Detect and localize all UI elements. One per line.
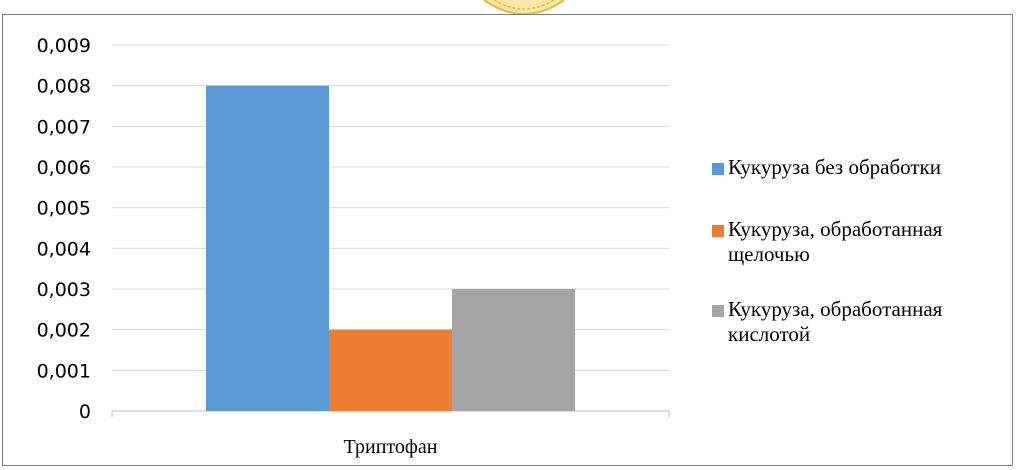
y-tick-label: 0,003	[37, 279, 91, 301]
bars	[206, 85, 575, 412]
x-category-label: Триптофан	[344, 436, 438, 458]
y-tick-label: 0,001	[37, 360, 91, 382]
bar-3	[452, 289, 575, 411]
legend-swatch	[712, 225, 724, 237]
legend-swatch	[712, 163, 724, 175]
bar-1	[206, 85, 329, 412]
chart-frame: 0 0,001 0,002 0,003 0,004 0,005 0,006 0,007 0,00…	[2, 14, 1013, 466]
y-tick-label: 0,005	[37, 198, 91, 220]
legend-item: Кукуруза, обработанная щелочью	[712, 217, 1010, 267]
y-tick-label: 0	[79, 401, 91, 423]
y-tick-label: 0,006	[37, 157, 91, 179]
bar-chart: 0 0,001 0,002 0,003 0,004 0,005 0,006 0,007 0,00…	[37, 35, 670, 458]
y-tick-label: 0,009	[37, 35, 91, 57]
legend-item: Кукуруза, обработанная кислотой	[712, 297, 1010, 347]
legend-item: Кукуруза без обработки	[712, 155, 1010, 180]
seal-logo-fragment	[478, 0, 570, 16]
y-tick-label: 0,002	[37, 320, 91, 342]
gridlines	[112, 44, 669, 371]
y-tick-labels: 0 0,001 0,002 0,003 0,004 0,005 0,006 0,007 0,00…	[37, 35, 91, 423]
axes	[111, 410, 670, 417]
y-tick-label: 0,007	[37, 116, 91, 138]
legend-label: Кукуруза, обработанная кислотой	[728, 297, 943, 346]
bar-2	[329, 329, 452, 411]
legend-label: Кукуруза без обработки	[728, 155, 941, 179]
y-tick-label: 0,008	[37, 76, 91, 98]
y-tick-label: 0,004	[37, 238, 91, 260]
legend-label: Кукуруза, обработанная щелочью	[728, 217, 943, 266]
x-category-labels: Триптофан	[344, 436, 438, 458]
legend-swatch	[712, 305, 724, 317]
